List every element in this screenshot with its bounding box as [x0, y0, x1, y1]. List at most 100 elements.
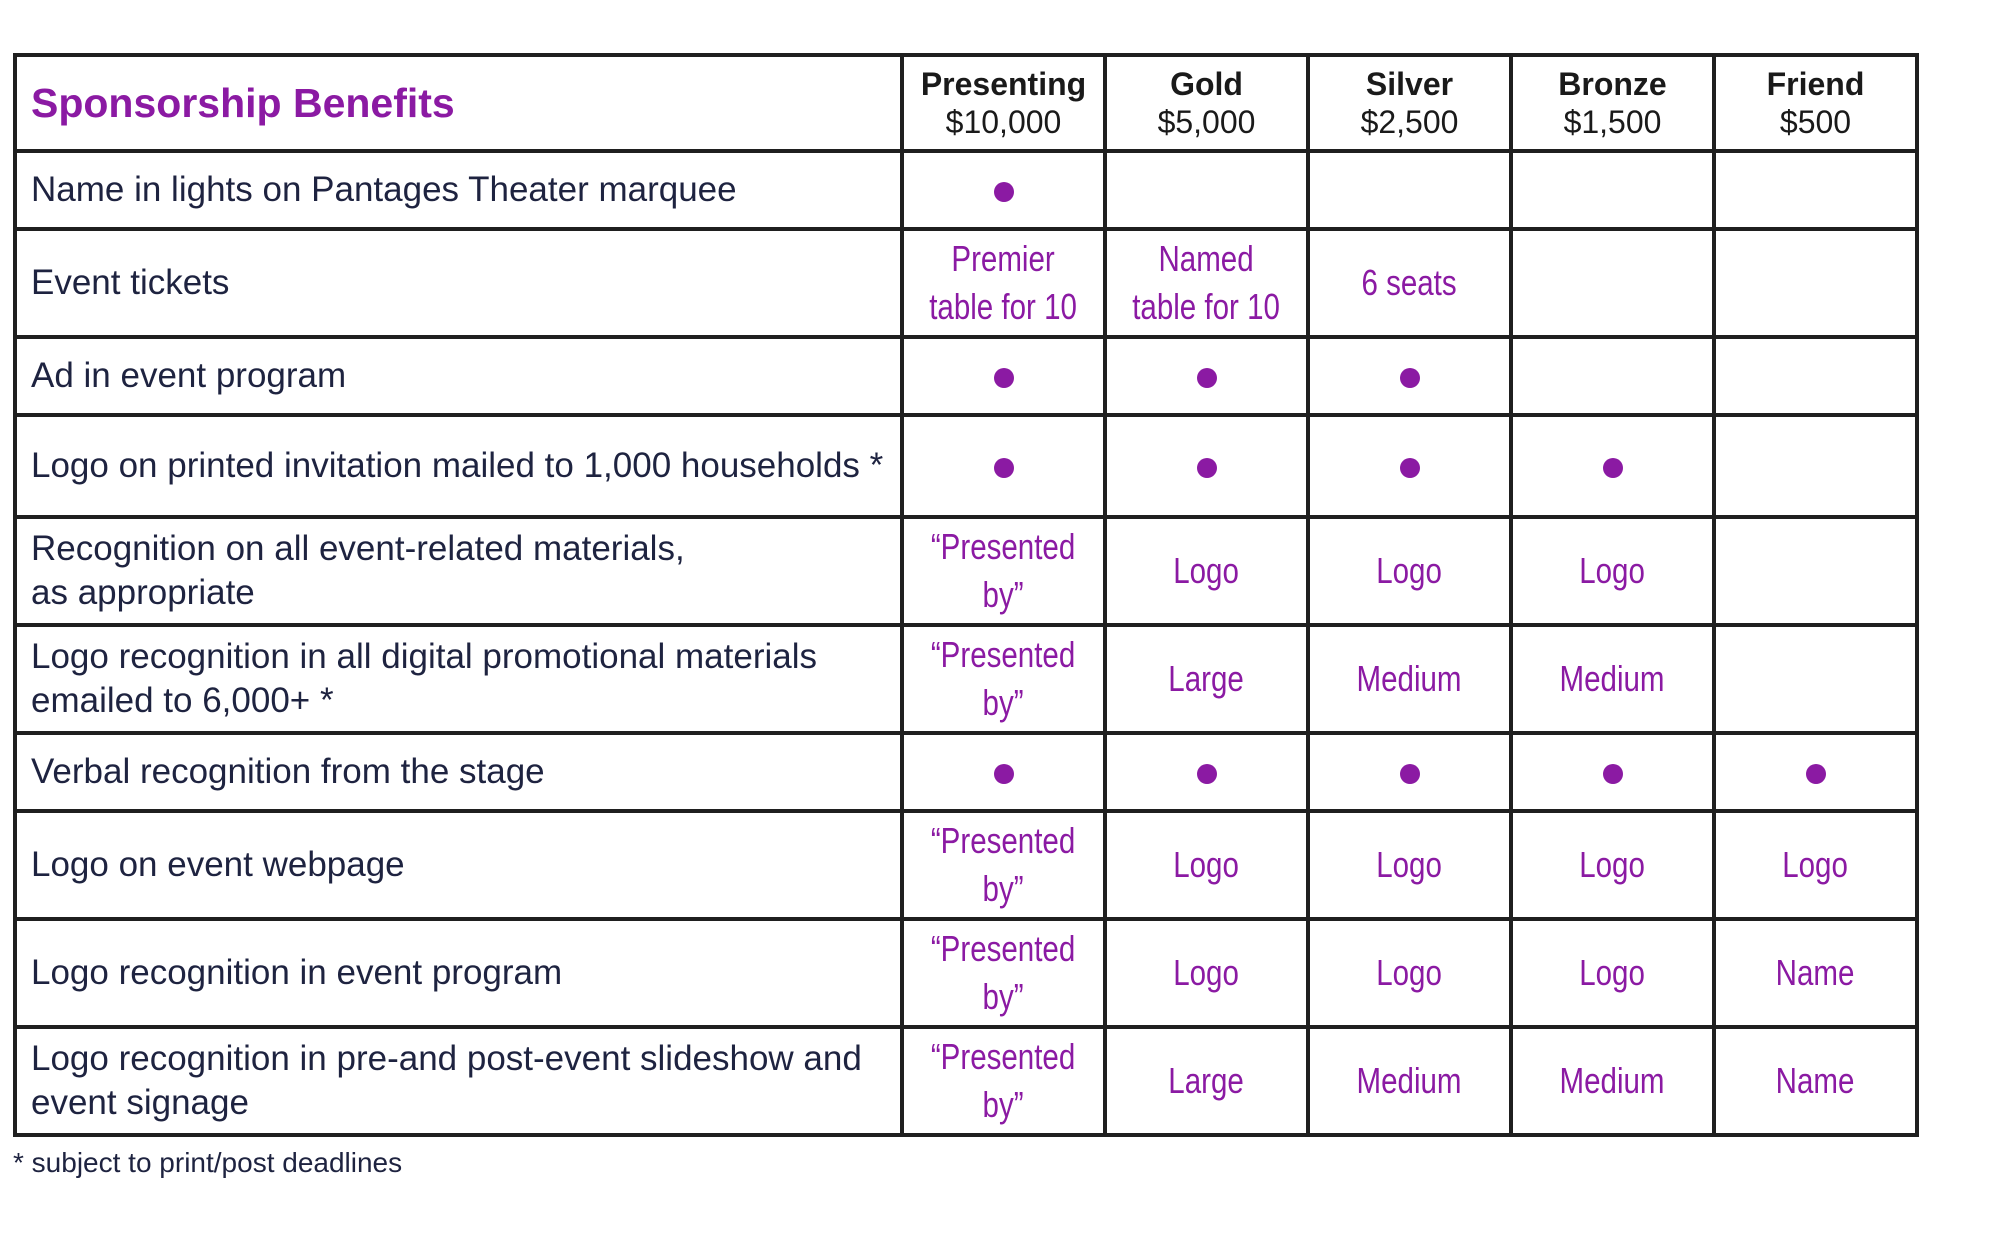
benefit-value-silver: [1306, 335, 1513, 417]
benefit-value-text: Medium: [1559, 658, 1665, 699]
benefit-rows: Name in lights on Pantages Theater marqu…: [13, 149, 1919, 1137]
table-row: Logo on event webpage “Presented by” Logo L…: [13, 809, 1919, 921]
benefit-value-text: Medium: [1559, 1060, 1665, 1101]
header-row: Sponsorship Benefits Presenting $10,000 …: [13, 53, 1919, 153]
benefit-value-text: Logo: [1376, 844, 1443, 885]
benefit-label: Verbal recognition from the stage: [13, 731, 904, 813]
benefit-value-text: 6 seats: [1361, 262, 1458, 303]
table-row: Recognition on all event-related materia…: [13, 515, 1919, 627]
included-dot-icon: [1805, 764, 1826, 785]
benefit-value-friend: Name: [1712, 1025, 1919, 1137]
benefit-value-text: Logo: [1376, 952, 1443, 993]
benefit-value-friend: [1712, 623, 1919, 735]
benefit-value-text: Medium: [1356, 658, 1462, 699]
benefit-value-text: “Presented by”: [931, 526, 1076, 615]
tier-header-bronze: Bronze $1,500: [1509, 53, 1716, 153]
benefit-value-silver: [1306, 149, 1513, 231]
benefit-value-text: Logo: [1173, 844, 1240, 885]
benefit-value-presenting: “Presented by”: [900, 1025, 1107, 1137]
tier-price: $2,500: [1360, 104, 1459, 140]
table-row: Logo on printed invitation mailed to 1,0…: [13, 413, 1919, 519]
benefit-value-bronze: Logo: [1509, 809, 1716, 921]
table-row: Event tickets Premier table for 10 Named t…: [13, 227, 1919, 339]
tier-name: Presenting: [920, 66, 1087, 102]
table-title: Sponsorship Benefits: [31, 79, 455, 126]
benefit-value-friend: Name: [1712, 917, 1919, 1029]
benefit-value-text: Medium: [1356, 1060, 1462, 1101]
benefit-label: Name in lights on Pantages Theater marqu…: [13, 149, 904, 231]
benefit-value-gold: [1103, 731, 1310, 813]
tier-header-gold: Gold $5,000: [1103, 53, 1310, 153]
benefit-value-gold: Large: [1103, 1025, 1310, 1137]
included-dot-icon: [1602, 764, 1623, 785]
benefit-value-gold: [1103, 149, 1310, 231]
benefit-value-silver: Logo: [1306, 809, 1513, 921]
benefit-value-bronze: [1509, 413, 1716, 519]
benefit-value-friend: [1712, 335, 1919, 417]
included-dot-icon: [1399, 458, 1420, 479]
benefit-value-silver: Logo: [1306, 917, 1513, 1029]
benefit-value-bronze: [1509, 731, 1716, 813]
benefit-value-text: Name: [1776, 1060, 1855, 1101]
benefit-value-bronze: Medium: [1509, 1025, 1716, 1137]
tier-name: Gold: [1170, 66, 1243, 102]
table-row: Logo recognition in event program “Presen…: [13, 917, 1919, 1029]
benefit-value-silver: Medium: [1306, 623, 1513, 735]
benefit-value-text: Logo: [1782, 844, 1849, 885]
benefit-label: Logo recognition in event program: [13, 917, 904, 1029]
included-dot-icon: [993, 458, 1014, 479]
tier-name: Silver: [1365, 66, 1454, 102]
included-dot-icon: [1399, 368, 1420, 389]
tier-price: $500: [1779, 104, 1852, 140]
table-row: Logo recognition in pre-and post-event s…: [13, 1025, 1919, 1137]
benefit-value-gold: Logo: [1103, 809, 1310, 921]
benefit-value-presenting: “Presented by”: [900, 623, 1107, 735]
benefit-value-friend: Logo: [1712, 809, 1919, 921]
included-dot-icon: [1196, 458, 1217, 479]
benefit-value-bronze: Medium: [1509, 623, 1716, 735]
benefit-label: Recognition on all event-related materia…: [13, 515, 904, 627]
benefit-value-presenting: [900, 413, 1107, 519]
benefit-value-text: “Presented by”: [931, 820, 1076, 909]
benefit-value-gold: Logo: [1103, 917, 1310, 1029]
tier-header-presenting: Presenting $10,000: [900, 53, 1107, 153]
benefit-value-bronze: [1509, 227, 1716, 339]
benefit-value-friend: [1712, 149, 1919, 231]
table-row: Verbal recognition from the stage: [13, 731, 1919, 813]
table-row: Ad in event program: [13, 335, 1919, 417]
benefit-value-gold: Named table for 10: [1103, 227, 1310, 339]
benefit-value-gold: Large: [1103, 623, 1310, 735]
benefit-value-silver: [1306, 413, 1513, 519]
benefit-value-text: Logo: [1376, 550, 1443, 591]
benefit-value-friend: [1712, 413, 1919, 519]
benefit-value-bronze: [1509, 335, 1716, 417]
benefit-value-presenting: “Presented by”: [900, 917, 1107, 1029]
benefit-label: Ad in event program: [13, 335, 904, 417]
benefit-value-silver: Medium: [1306, 1025, 1513, 1137]
benefit-value-friend: [1712, 731, 1919, 813]
benefit-value-text: Logo: [1173, 550, 1240, 591]
benefit-label: Logo on event webpage: [13, 809, 904, 921]
benefit-label: Logo recognition in pre-and post-event s…: [13, 1025, 904, 1137]
benefit-value-text: Logo: [1579, 844, 1646, 885]
benefit-value-text: Premier table for 10: [929, 238, 1078, 327]
benefit-label: Logo recognition in all digital promotio…: [13, 623, 904, 735]
benefit-value-presenting: “Presented by”: [900, 809, 1107, 921]
benefit-value-presenting: “Presented by”: [900, 515, 1107, 627]
tier-price: $5,000: [1157, 104, 1256, 140]
benefit-label: Event tickets: [13, 227, 904, 339]
benefit-value-gold: Logo: [1103, 515, 1310, 627]
included-dot-icon: [1196, 368, 1217, 389]
benefit-value-bronze: Logo: [1509, 515, 1716, 627]
benefit-value-presenting: [900, 149, 1107, 231]
tier-price: $1,500: [1563, 104, 1662, 140]
included-dot-icon: [993, 764, 1014, 785]
tier-name: Friend: [1766, 66, 1865, 102]
included-dot-icon: [1196, 764, 1217, 785]
included-dot-icon: [1399, 764, 1420, 785]
tier-header-silver: Silver $2,500: [1306, 53, 1513, 153]
benefit-value-bronze: Logo: [1509, 917, 1716, 1029]
benefit-value-text: Name: [1776, 952, 1855, 993]
benefit-value-presenting: [900, 335, 1107, 417]
tier-name: Bronze: [1558, 66, 1667, 102]
